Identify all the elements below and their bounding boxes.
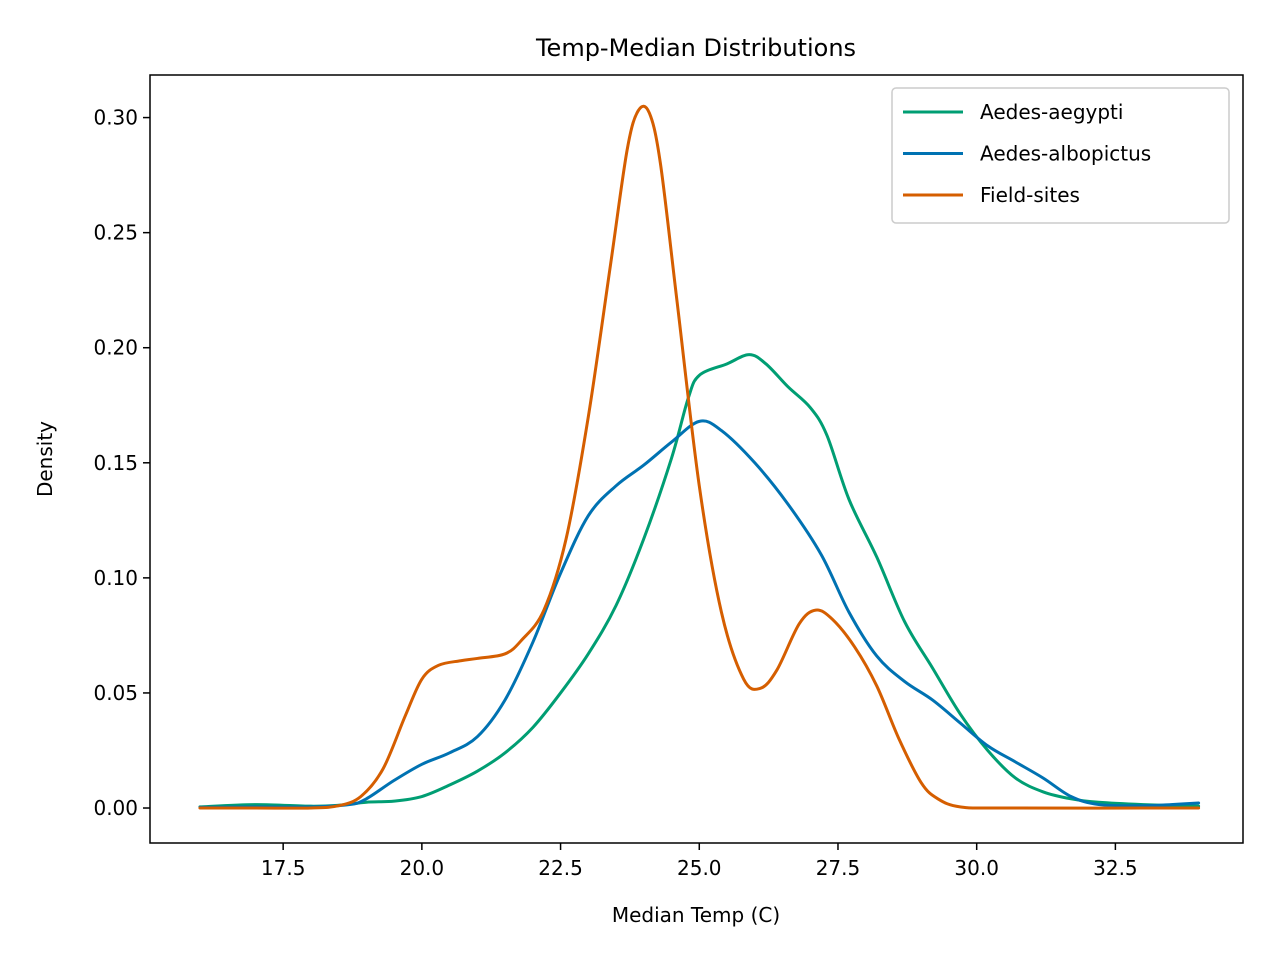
- y-axis-label: Density: [33, 421, 57, 497]
- x-tick-label: 27.5: [816, 856, 861, 880]
- legend-label-aedes-aegypti: Aedes-aegypti: [980, 100, 1123, 124]
- y-tick-label: 0.00: [93, 796, 138, 820]
- x-tick-label: 20.0: [400, 856, 445, 880]
- y-tick-label: 0.05: [93, 681, 138, 705]
- legend: Aedes-aegypti Aedes-albopictus Field-sites: [891, 87, 1230, 224]
- legend-label-field-sites: Field-sites: [980, 183, 1080, 207]
- x-tick-label: 32.5: [1093, 856, 1138, 880]
- x-tick-label: 22.5: [538, 856, 583, 880]
- x-axis-label: Median Temp (C): [612, 903, 780, 927]
- x-tick-label: 30.0: [954, 856, 999, 880]
- legend-label-aedes-albopictus: Aedes-albopictus: [980, 142, 1151, 166]
- legend-box: [891, 87, 1230, 224]
- x-axis: 17.5 20.0 22.5 25.0 27.5 30.0 32.5: [261, 843, 1138, 880]
- series-line-aedes-albopictus: [198, 419, 1201, 809]
- series-line-field-sites: [198, 104, 1201, 810]
- x-tick-label: 17.5: [261, 856, 306, 880]
- x-tick-label: 25.0: [677, 856, 722, 880]
- chart-title: Temp-Median Distributions: [535, 34, 856, 62]
- plot-series: [198, 104, 1201, 810]
- y-axis: 0.00 0.05 0.10 0.15 0.20 0.25 0.30: [93, 106, 150, 820]
- y-tick-label: 0.25: [93, 221, 138, 245]
- plot-frame: [149, 74, 1244, 844]
- y-tick-label: 0.30: [93, 106, 138, 130]
- series-line-aedes-aegypti: [198, 353, 1201, 809]
- y-tick-label: 0.20: [93, 336, 138, 360]
- y-tick-label: 0.10: [93, 566, 138, 590]
- y-tick-label: 0.15: [93, 451, 138, 475]
